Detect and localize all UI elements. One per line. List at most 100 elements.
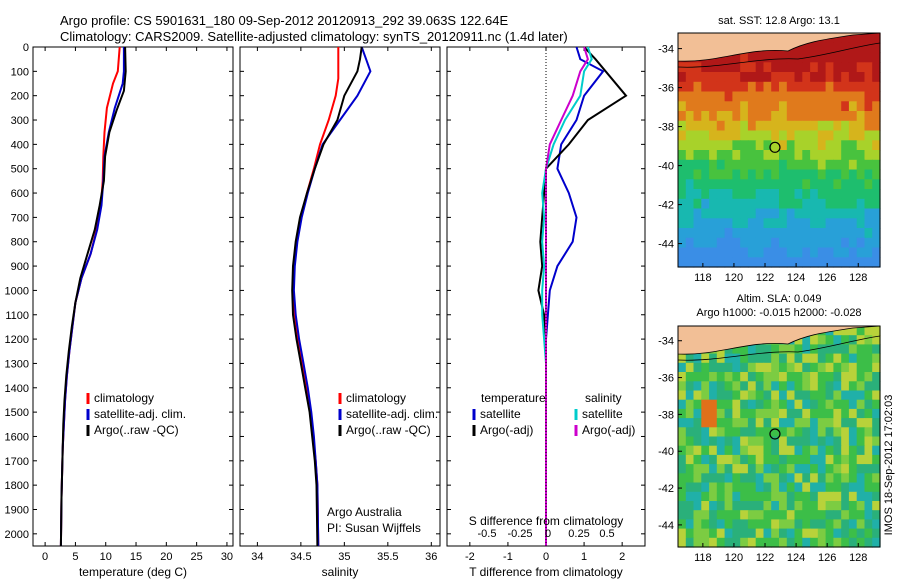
map-cell bbox=[833, 62, 842, 73]
map-cell bbox=[771, 372, 780, 382]
map-cell bbox=[794, 52, 803, 63]
map-cell bbox=[716, 372, 726, 382]
map-cell bbox=[779, 399, 788, 410]
map-cell bbox=[856, 519, 866, 530]
map-cell bbox=[825, 362, 834, 373]
map-cell bbox=[856, 510, 866, 520]
map-cell bbox=[685, 81, 695, 93]
map-cell bbox=[864, 62, 873, 73]
map-cell bbox=[841, 335, 850, 345]
map-cell bbox=[872, 408, 881, 419]
map-cell bbox=[841, 445, 850, 456]
map-cell bbox=[678, 528, 687, 539]
map-cell bbox=[724, 62, 733, 73]
map-cell bbox=[763, 247, 772, 258]
map-cell bbox=[763, 362, 772, 373]
map-cell bbox=[872, 237, 881, 249]
map-cell bbox=[685, 381, 695, 392]
map-cell bbox=[693, 464, 702, 474]
map-cell bbox=[817, 150, 827, 161]
map-cell bbox=[740, 228, 749, 239]
map-cell bbox=[685, 208, 695, 219]
map-cell bbox=[872, 390, 881, 401]
map-cell bbox=[763, 52, 772, 63]
map-cell bbox=[678, 111, 687, 122]
map-cell bbox=[848, 537, 858, 548]
map-cell bbox=[802, 130, 811, 141]
map-frame-sst-map bbox=[677, 32, 881, 268]
map-cell bbox=[802, 208, 811, 219]
map-y-tick-label: -40 bbox=[658, 161, 674, 173]
map-cell bbox=[685, 362, 695, 373]
map-cell bbox=[802, 362, 811, 373]
map-cell bbox=[732, 218, 741, 229]
map-cell bbox=[747, 169, 757, 180]
map-cell bbox=[856, 390, 866, 401]
map-cell bbox=[825, 72, 834, 83]
series-line-argo-raw-qc- bbox=[59, 46, 127, 547]
map-cell bbox=[872, 510, 881, 520]
map-cell bbox=[771, 228, 780, 239]
map-cell bbox=[779, 436, 788, 447]
map-cell bbox=[678, 198, 687, 210]
map-cell bbox=[685, 519, 695, 530]
map-cell bbox=[732, 510, 741, 520]
map-cell bbox=[779, 218, 788, 229]
map-cell bbox=[841, 482, 850, 493]
map-cell bbox=[779, 381, 788, 392]
map-cell bbox=[678, 427, 687, 438]
map-cell bbox=[678, 81, 687, 93]
map-cell bbox=[872, 91, 881, 102]
map-cell bbox=[771, 179, 780, 190]
map-cell bbox=[685, 120, 695, 132]
map-cell bbox=[747, 510, 757, 520]
map-cell bbox=[864, 247, 873, 258]
legend-label-salinity: climatology bbox=[346, 391, 406, 405]
map-cell bbox=[716, 120, 726, 132]
map-cell bbox=[810, 473, 819, 484]
map-cell bbox=[747, 111, 757, 122]
map-cell bbox=[848, 390, 858, 401]
map-cell bbox=[833, 111, 842, 122]
map-cell bbox=[786, 482, 796, 493]
map-cell bbox=[755, 130, 765, 141]
x-tick-label-top: 0.5 bbox=[599, 528, 614, 540]
map-y-tick-label: -44 bbox=[658, 520, 674, 532]
map-cell bbox=[825, 228, 834, 239]
map-cell bbox=[701, 528, 710, 539]
map-cell bbox=[763, 72, 772, 83]
map-cell bbox=[872, 399, 881, 410]
map-cell bbox=[693, 427, 702, 438]
map-cell bbox=[817, 436, 827, 447]
map-cell bbox=[701, 111, 710, 122]
map-cell bbox=[747, 52, 757, 63]
map-cell bbox=[709, 418, 718, 428]
sst-map-title: sat. SST: 12.8 Argo: 13.1 bbox=[718, 15, 840, 27]
map-cell bbox=[685, 159, 695, 171]
map-cell bbox=[755, 454, 765, 465]
map-cell bbox=[771, 91, 780, 102]
y-tick-label: 1400 bbox=[5, 383, 29, 395]
map-cell bbox=[786, 257, 796, 268]
map-cell bbox=[678, 381, 687, 392]
map-cell bbox=[810, 159, 819, 171]
map-cell bbox=[786, 427, 796, 438]
map-cell bbox=[802, 140, 811, 151]
map-cell bbox=[716, 91, 726, 102]
map-cell bbox=[716, 228, 726, 239]
map-cell bbox=[740, 218, 749, 229]
map-cell bbox=[763, 372, 772, 382]
map-cell bbox=[817, 510, 827, 520]
y-tick-label: 1600 bbox=[5, 431, 29, 443]
map-cell bbox=[716, 436, 726, 447]
map-cell bbox=[786, 91, 796, 102]
map-cell bbox=[771, 130, 780, 141]
map-cell bbox=[817, 353, 827, 364]
map-cell bbox=[848, 335, 858, 345]
map-cell bbox=[833, 179, 842, 190]
map-cell bbox=[693, 130, 702, 141]
map-cell bbox=[732, 464, 741, 474]
map-cell bbox=[685, 198, 695, 210]
map-cell bbox=[841, 111, 850, 122]
